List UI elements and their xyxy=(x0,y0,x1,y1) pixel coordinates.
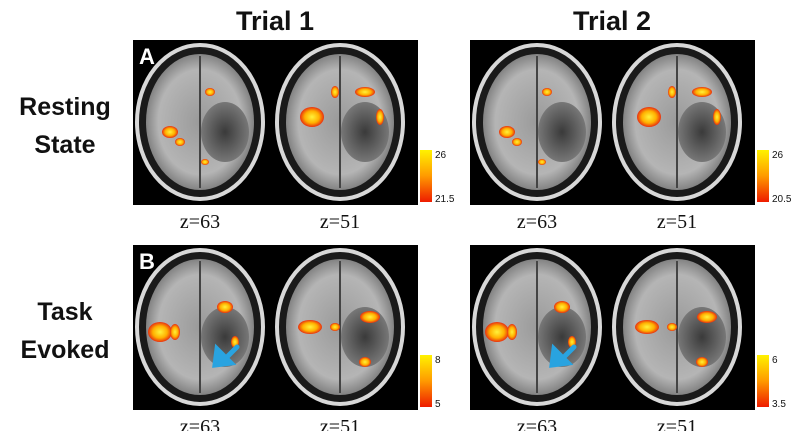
activation xyxy=(507,324,517,340)
activation xyxy=(205,88,215,96)
row-label: Resting xyxy=(19,93,111,121)
activation xyxy=(512,138,522,146)
activation xyxy=(298,320,322,334)
activation xyxy=(217,301,233,313)
activation xyxy=(330,323,340,331)
slice-label: z=63 xyxy=(180,416,220,431)
colorbar-min: 20.5 xyxy=(772,194,792,205)
row-label: Evoked xyxy=(21,336,110,364)
colorbar-max: 26 xyxy=(435,150,447,161)
column-title: Trial 2 xyxy=(573,6,651,36)
activation xyxy=(696,357,708,367)
activation xyxy=(376,109,384,125)
activation xyxy=(538,159,546,165)
activation xyxy=(201,159,209,165)
activation xyxy=(697,311,717,323)
row-label: Task xyxy=(37,298,92,326)
activation xyxy=(360,311,380,323)
activation xyxy=(148,322,172,342)
activation xyxy=(668,86,676,98)
panel-letter: A xyxy=(139,44,155,69)
slice-label: z=51 xyxy=(320,211,360,233)
slice-label: z=63 xyxy=(517,211,557,233)
lesion xyxy=(538,102,586,162)
activation xyxy=(359,357,371,367)
image-panel xyxy=(133,40,418,205)
image-panel xyxy=(470,245,755,410)
activation xyxy=(175,138,185,146)
colorbar xyxy=(420,355,432,407)
colorbar-max: 6 xyxy=(772,355,778,366)
slice-label: z=63 xyxy=(517,416,557,431)
figure: Trial 1 Trial 2 Resting State z=63 z=51 A 26 21.… xyxy=(0,0,804,431)
panel-letter: B xyxy=(139,249,155,274)
colorbar-min: 5 xyxy=(435,399,441,410)
lesion xyxy=(201,102,249,162)
activation xyxy=(170,324,180,340)
colorbar xyxy=(757,355,769,407)
colorbar-min: 21.5 xyxy=(435,194,455,205)
activation xyxy=(499,126,515,138)
activation xyxy=(485,322,509,342)
activation xyxy=(162,126,178,138)
image-panel xyxy=(470,40,755,205)
activation xyxy=(637,107,661,127)
slice-label: z=51 xyxy=(657,211,697,233)
column-title: Trial 1 xyxy=(236,6,314,36)
slice-label: z=51 xyxy=(320,416,360,431)
colorbar xyxy=(757,150,769,202)
activation xyxy=(300,107,324,127)
colorbar-min: 3.5 xyxy=(772,399,786,410)
activation xyxy=(692,87,712,97)
activation xyxy=(554,301,570,313)
row-label: State xyxy=(34,131,95,159)
activation xyxy=(713,109,721,125)
activation xyxy=(355,87,375,97)
image-panel xyxy=(133,245,418,410)
colorbar-max: 26 xyxy=(772,150,784,161)
activation xyxy=(331,86,339,98)
activation xyxy=(667,323,677,331)
activation xyxy=(635,320,659,334)
slice-label: z=51 xyxy=(657,416,697,431)
colorbar-max: 8 xyxy=(435,355,441,366)
colorbar xyxy=(420,150,432,202)
activation xyxy=(542,88,552,96)
slice-label: z=63 xyxy=(180,211,220,233)
